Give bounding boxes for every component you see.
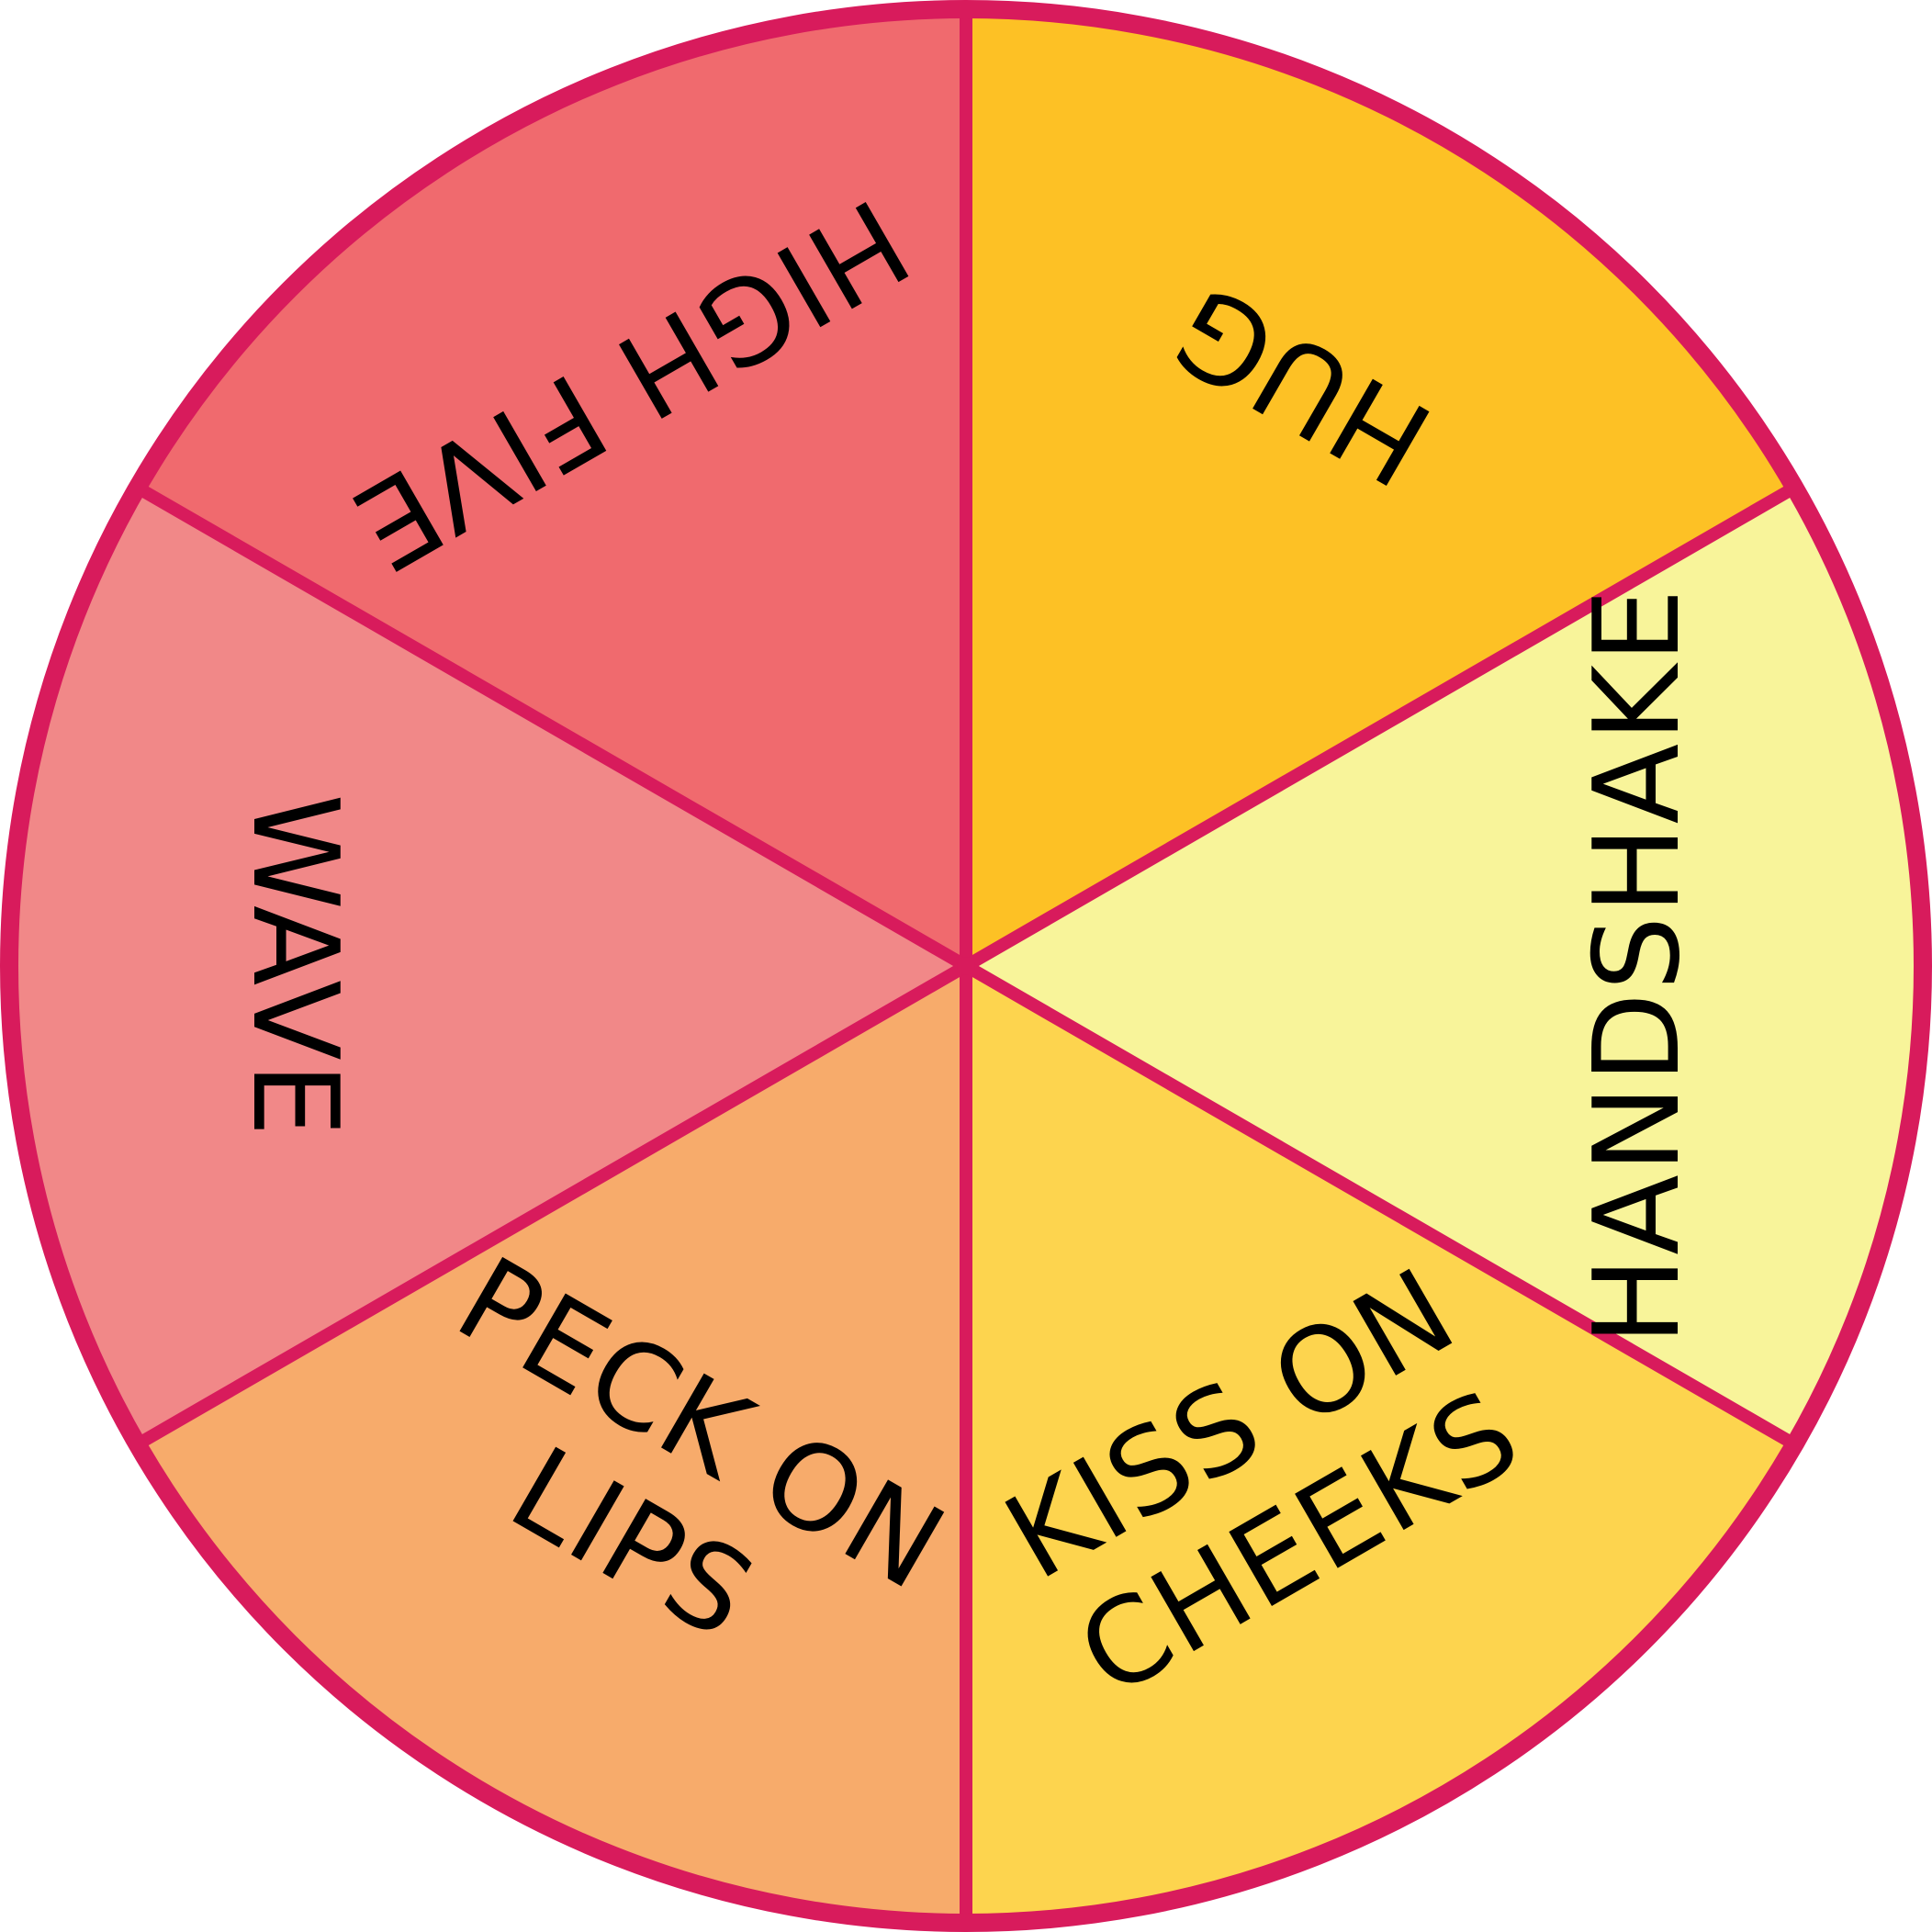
spoke-high-five — [132, 482, 972, 972]
label-handshake: HANDSHAKE — [1569, 587, 1706, 1345]
segment-handshake — [966, 489, 1921, 1443]
label-wave: WAVE — [226, 793, 363, 1138]
wheel-spokes — [132, 5, 1800, 1927]
segment-kiss-on-cheeks — [966, 966, 1793, 1921]
wheel-hub — [957, 957, 975, 975]
spoke-kiss-on-cheeks — [960, 960, 1800, 1450]
segment-high-five — [139, 11, 966, 966]
label-wave-line-1: WAVE — [226, 793, 363, 1138]
label-handshake-line-1: HANDSHAKE — [1569, 587, 1706, 1345]
spoke-wave — [132, 960, 972, 1450]
segment-peck-on-lips — [139, 966, 966, 1921]
segment-wave — [11, 489, 967, 1443]
spoke-handshake — [960, 482, 1800, 972]
wheel-segments — [11, 11, 1921, 1921]
segment-hug — [966, 11, 1793, 966]
